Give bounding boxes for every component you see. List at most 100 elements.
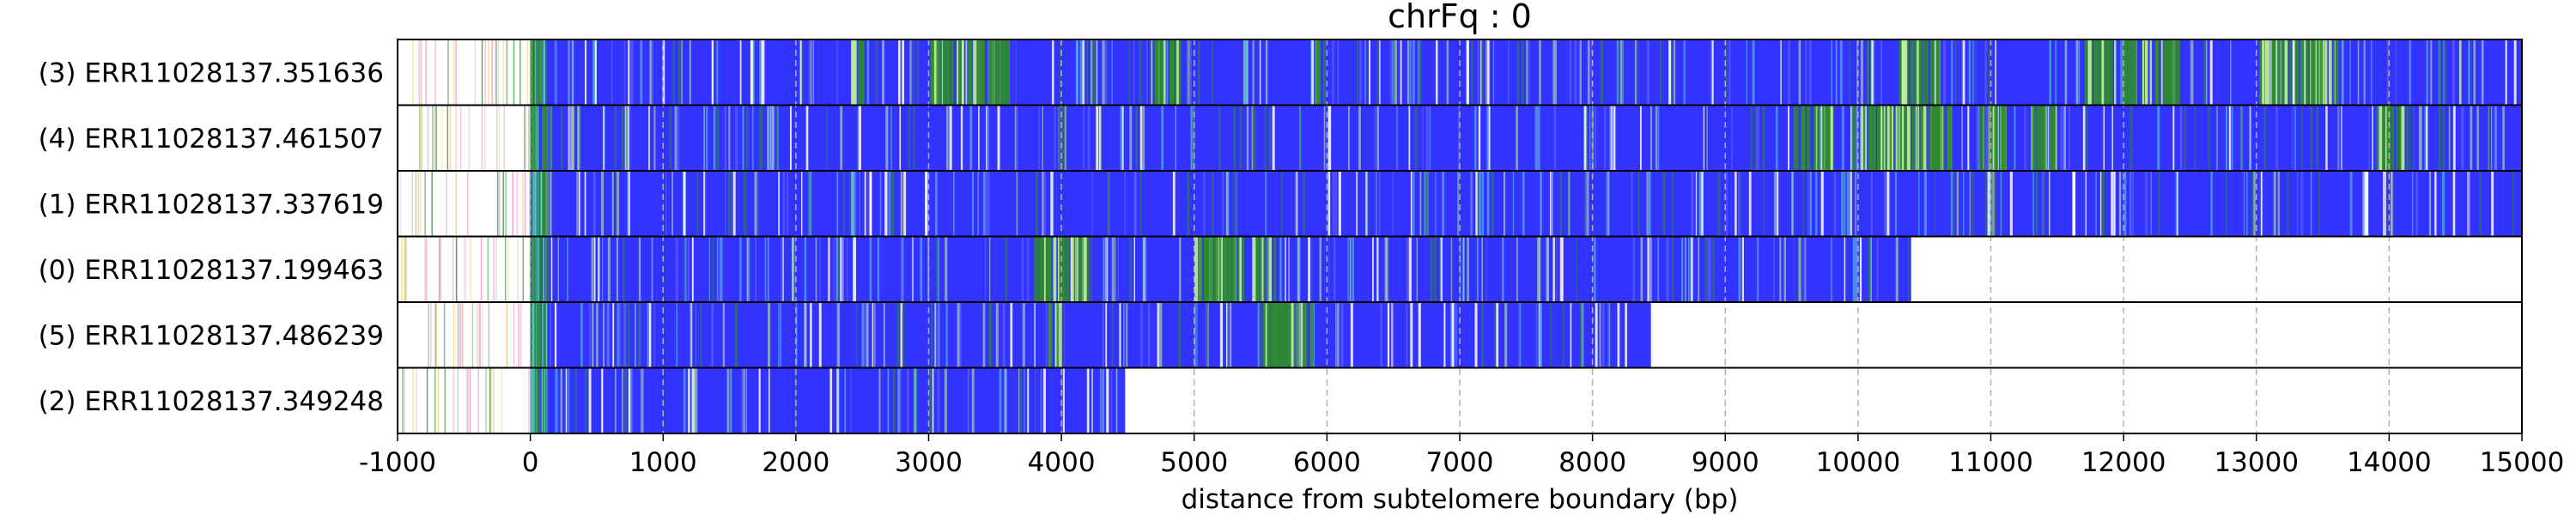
- pre-boundary-mark: [476, 302, 478, 368]
- read-stripe: [914, 367, 917, 433]
- read-stripe: [1435, 39, 1438, 106]
- boundary-stripe: [538, 236, 539, 302]
- read-stripe: [1540, 171, 1542, 237]
- boundary-stripe: [530, 105, 532, 171]
- read-stripe: [1553, 105, 1557, 171]
- green-stripe: [2275, 39, 2278, 106]
- read-stripe: [2184, 105, 2186, 171]
- read-stripe: [2111, 171, 2114, 237]
- boundary-stripe: [539, 236, 541, 302]
- read-stripe: [1279, 236, 1282, 302]
- green-stripe: [1882, 105, 1884, 171]
- pre-boundary-mark: [477, 302, 480, 368]
- read-stripe: [995, 302, 999, 368]
- green-stripe: [1906, 105, 1911, 171]
- read-stripe: [1546, 236, 1549, 302]
- read-stripe: [1580, 302, 1583, 368]
- boundary-stripe: [540, 39, 542, 106]
- read-stripe: [2086, 105, 2088, 171]
- read-stripe: [2287, 171, 2289, 237]
- read-stripe: [875, 39, 878, 106]
- read-rows: [399, 39, 2522, 433]
- read-stripe: [2494, 105, 2498, 171]
- read-stripe: [692, 367, 696, 433]
- read-stripe: [1082, 39, 1084, 106]
- boundary-stripe: [533, 367, 535, 433]
- boundary-stripe: [545, 367, 548, 433]
- read-stripe: [934, 171, 938, 237]
- read-row: [399, 171, 2522, 237]
- pre-boundary-mark: [484, 105, 486, 171]
- read-stripe: [755, 236, 756, 302]
- read-stripe: [1496, 302, 1499, 368]
- green-stripe: [1199, 236, 1203, 302]
- green-stripe: [1218, 236, 1221, 302]
- read-stripe: [614, 105, 617, 171]
- read-stripe: [762, 39, 765, 106]
- read-stripe: [971, 105, 973, 171]
- pre-boundary-mark: [489, 367, 491, 433]
- green-stripe: [1209, 236, 1212, 302]
- read-stripe: [2301, 105, 2303, 171]
- read-stripe: [1953, 171, 1955, 237]
- green-stripe: [1901, 105, 1905, 171]
- read-stripe: [1808, 39, 1812, 106]
- read-stripe: [1589, 105, 1591, 171]
- read-stripe: [2385, 171, 2386, 237]
- read-stripe: [1700, 171, 1704, 237]
- read-stripe: [724, 105, 727, 171]
- read-stripe: [1835, 39, 1838, 106]
- read-stripe: [1128, 236, 1132, 302]
- read-stripe: [703, 105, 705, 171]
- green-stripe: [1048, 236, 1052, 302]
- green-stripe: [1948, 105, 1953, 171]
- read-stripe: [1507, 39, 1510, 106]
- read-stripe: [778, 171, 780, 237]
- read-stripe: [1327, 236, 1330, 302]
- read-stripe: [1738, 171, 1741, 237]
- green-stripe: [2164, 39, 2168, 106]
- pre-boundary-mark: [522, 236, 525, 302]
- boundary-stripe: [540, 302, 542, 368]
- read-stripe: [1104, 39, 1108, 106]
- green-stripe: [1860, 105, 1864, 171]
- read-stripe: [1852, 236, 1855, 302]
- boundary-stripe: [544, 367, 546, 433]
- read-stripe: [934, 302, 936, 368]
- pre-boundary-mark: [418, 39, 420, 106]
- x-tick-label: -1000: [359, 447, 436, 478]
- read-stripe: [2063, 105, 2066, 171]
- green-stripe: [2097, 39, 2099, 106]
- green-stripe: [2324, 39, 2328, 106]
- read-stripe: [1750, 105, 1753, 171]
- read-stripe: [969, 105, 972, 171]
- read-stripe: [1115, 367, 1118, 433]
- green-stripe: [1170, 39, 1175, 106]
- green-stripe: [2123, 39, 2127, 106]
- boundary-stripe: [544, 39, 545, 106]
- read-stripe: [989, 236, 991, 302]
- read-stripe: [1631, 171, 1633, 237]
- read-stripe: [2461, 105, 2464, 171]
- read-stripe: [1687, 236, 1690, 302]
- boundary-stripe: [530, 367, 532, 433]
- read-stripe: [2230, 39, 2232, 106]
- read-stripe: [567, 236, 568, 302]
- boundary-stripe: [539, 171, 541, 237]
- pre-boundary-mark: [399, 171, 402, 237]
- read-stripe: [1194, 302, 1196, 368]
- read-stripe: [1844, 171, 1846, 237]
- green-stripe: [1870, 105, 1874, 171]
- read-stripe: [1139, 105, 1143, 171]
- read-stripe: [1756, 105, 1759, 171]
- pre-boundary-mark: [431, 105, 434, 171]
- read-stripe: [1400, 39, 1402, 106]
- boundary-stripe: [541, 39, 544, 106]
- read-stripe: [1425, 105, 1429, 171]
- read-stripe: [607, 236, 611, 302]
- read-stripe: [1552, 236, 1555, 302]
- boundary-stripe: [534, 39, 537, 106]
- pre-boundary-mark: [512, 171, 514, 237]
- read-stripe: [1844, 236, 1846, 302]
- read-stripe: [1793, 236, 1795, 302]
